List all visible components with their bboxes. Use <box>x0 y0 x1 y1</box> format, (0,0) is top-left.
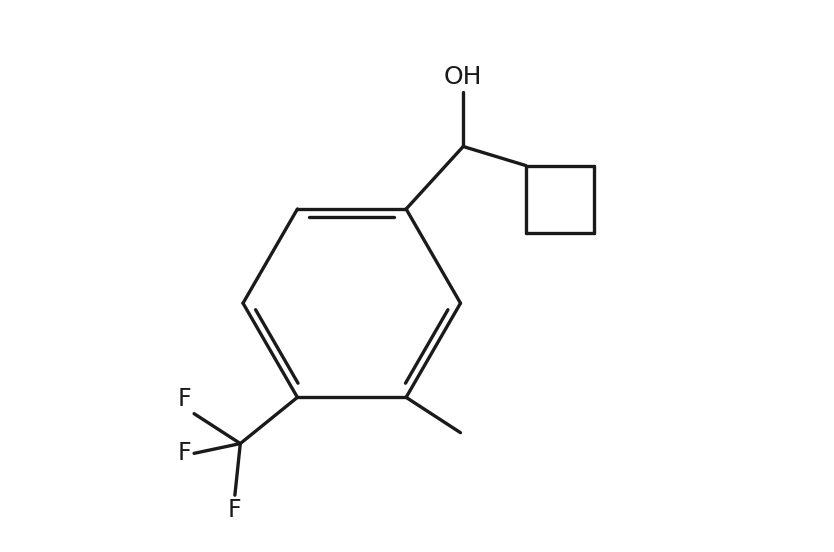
Text: F: F <box>228 498 242 522</box>
Text: F: F <box>178 442 191 465</box>
Text: F: F <box>178 388 191 411</box>
Text: OH: OH <box>444 65 482 89</box>
